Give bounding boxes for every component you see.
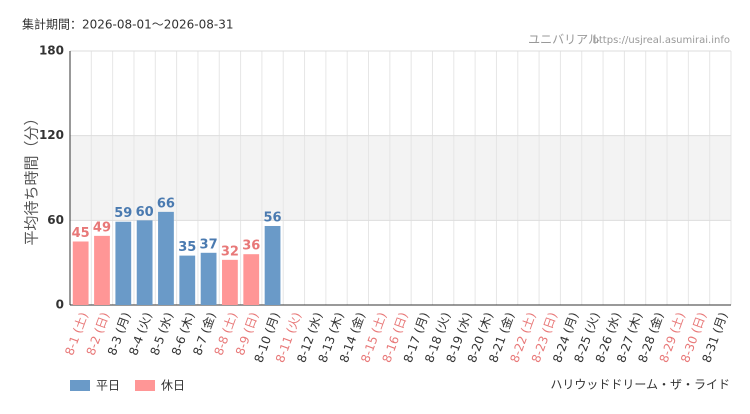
bar [179,255,196,305]
legend-label: 平日 [96,379,120,393]
value-label: 59 [114,206,132,221]
period: 集計期間：2026-08-01～2026-08-31 [22,17,233,32]
url: https://usjreal.asumirai.info [593,35,730,46]
value-label: 32 [221,244,239,259]
source: ユニバリアル [528,33,600,47]
bar [94,235,110,305]
value-label: 37 [200,237,218,252]
bar [222,259,238,305]
attraction: ハリウッドドリーム・ザ・ライド [550,378,730,392]
legend-swatch [70,380,90,391]
bar [243,254,260,305]
y-tick-label: 60 [47,213,64,227]
value-label: 45 [72,226,90,241]
bar [115,221,132,305]
bar [136,220,153,305]
value-label: 56 [264,210,282,225]
legend-label: 休日 [161,379,185,393]
value-label: 49 [93,220,111,235]
bar [158,211,174,305]
y-tick-label: 120 [39,128,64,142]
value-label: 35 [178,240,196,255]
value-label: 66 [157,196,175,211]
y-tick-label: 0 [56,298,64,312]
value-label: 60 [136,205,154,220]
bar [72,241,89,305]
y-tick-label: 180 [39,44,64,58]
value-label: 36 [242,239,260,254]
bar [264,225,281,305]
shaded-band [70,135,731,221]
bar [200,252,217,305]
y-axis-label: 平均待ち時間（分） [23,110,41,245]
legend-swatch [135,380,155,391]
